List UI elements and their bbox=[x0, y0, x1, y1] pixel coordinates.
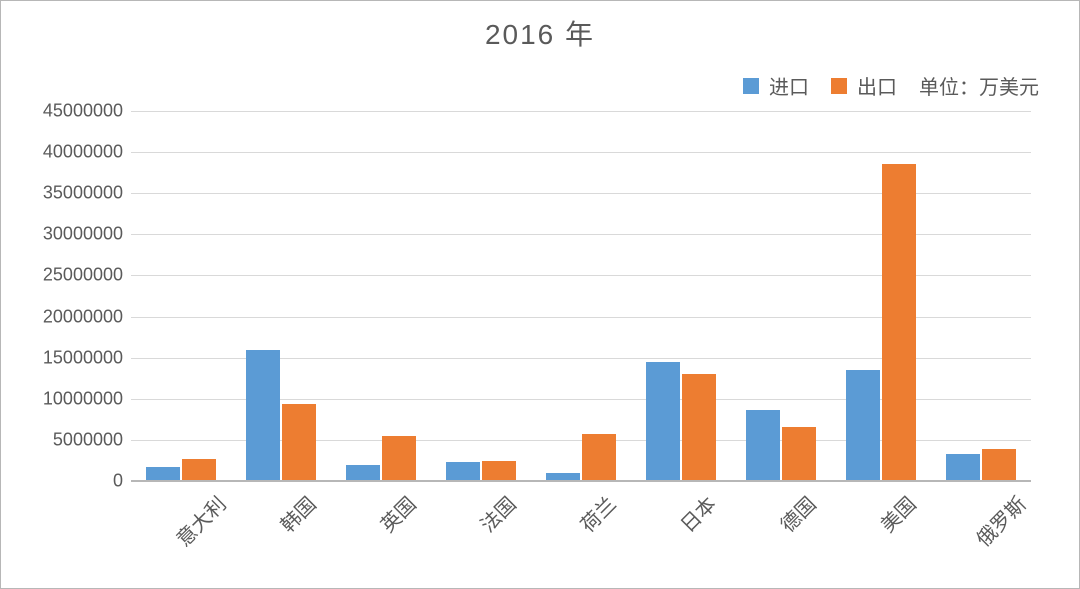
legend-swatch-export bbox=[831, 78, 847, 94]
bar-进口 bbox=[846, 370, 880, 481]
x-tick-label: 英国 bbox=[373, 489, 422, 538]
bar-进口 bbox=[146, 467, 180, 481]
y-tick-label: 20000000 bbox=[43, 306, 131, 327]
bar-出口 bbox=[182, 459, 216, 481]
plot-area: 0500000010000000150000002000000025000000… bbox=[131, 111, 1031, 481]
bar-进口 bbox=[946, 454, 980, 481]
legend-swatch-import bbox=[743, 78, 759, 94]
x-tick-label: 意大利 bbox=[169, 489, 232, 552]
bar-进口 bbox=[446, 462, 480, 481]
bar-进口 bbox=[346, 465, 380, 481]
x-tick-label: 法国 bbox=[473, 489, 522, 538]
chart-title: 2016 年 bbox=[1, 13, 1079, 53]
legend-label-import: 进口 bbox=[769, 71, 809, 100]
y-tick-label: 35000000 bbox=[43, 183, 131, 204]
bar-进口 bbox=[246, 350, 280, 481]
legend-item-import: 进口 bbox=[743, 71, 809, 100]
legend: 进口 出口 单位：万美元 bbox=[743, 71, 1039, 100]
bar-出口 bbox=[382, 436, 416, 481]
bar-出口 bbox=[882, 164, 916, 481]
x-tick-label: 德国 bbox=[773, 489, 822, 538]
bar-进口 bbox=[646, 362, 680, 481]
bar-出口 bbox=[482, 461, 516, 481]
x-tick-label: 荷兰 bbox=[573, 489, 622, 538]
legend-label-export: 出口 bbox=[857, 71, 897, 100]
x-tick-label: 俄罗斯 bbox=[969, 489, 1032, 552]
x-labels: 意大利韩国 英国 法国 荷兰 日本 德国 美国俄罗斯 bbox=[131, 481, 1031, 571]
x-tick-label: 美国 bbox=[873, 489, 922, 538]
bar-出口 bbox=[782, 427, 816, 481]
chart-container: 2016 年 进口 出口 单位：万美元 05000000100000001500… bbox=[0, 0, 1080, 589]
x-tick-label: 日本 bbox=[673, 489, 722, 538]
y-tick-label: 45000000 bbox=[43, 101, 131, 122]
y-tick-label: 15000000 bbox=[43, 347, 131, 368]
legend-unit-label: 单位：万美元 bbox=[919, 71, 1039, 100]
x-tick-label: 韩国 bbox=[273, 489, 322, 538]
y-tick-label: 25000000 bbox=[43, 265, 131, 286]
y-tick-label: 5000000 bbox=[53, 429, 131, 450]
bar-出口 bbox=[682, 374, 716, 481]
bar-出口 bbox=[582, 434, 616, 481]
bar-进口 bbox=[746, 410, 780, 481]
bar-出口 bbox=[982, 449, 1016, 481]
y-tick-label: 10000000 bbox=[43, 388, 131, 409]
bar-出口 bbox=[282, 404, 316, 481]
bars-layer bbox=[131, 111, 1031, 481]
y-tick-label: 40000000 bbox=[43, 142, 131, 163]
legend-item-export: 出口 bbox=[831, 71, 897, 100]
y-tick-label: 30000000 bbox=[43, 224, 131, 245]
y-tick-label: 0 bbox=[113, 471, 131, 492]
